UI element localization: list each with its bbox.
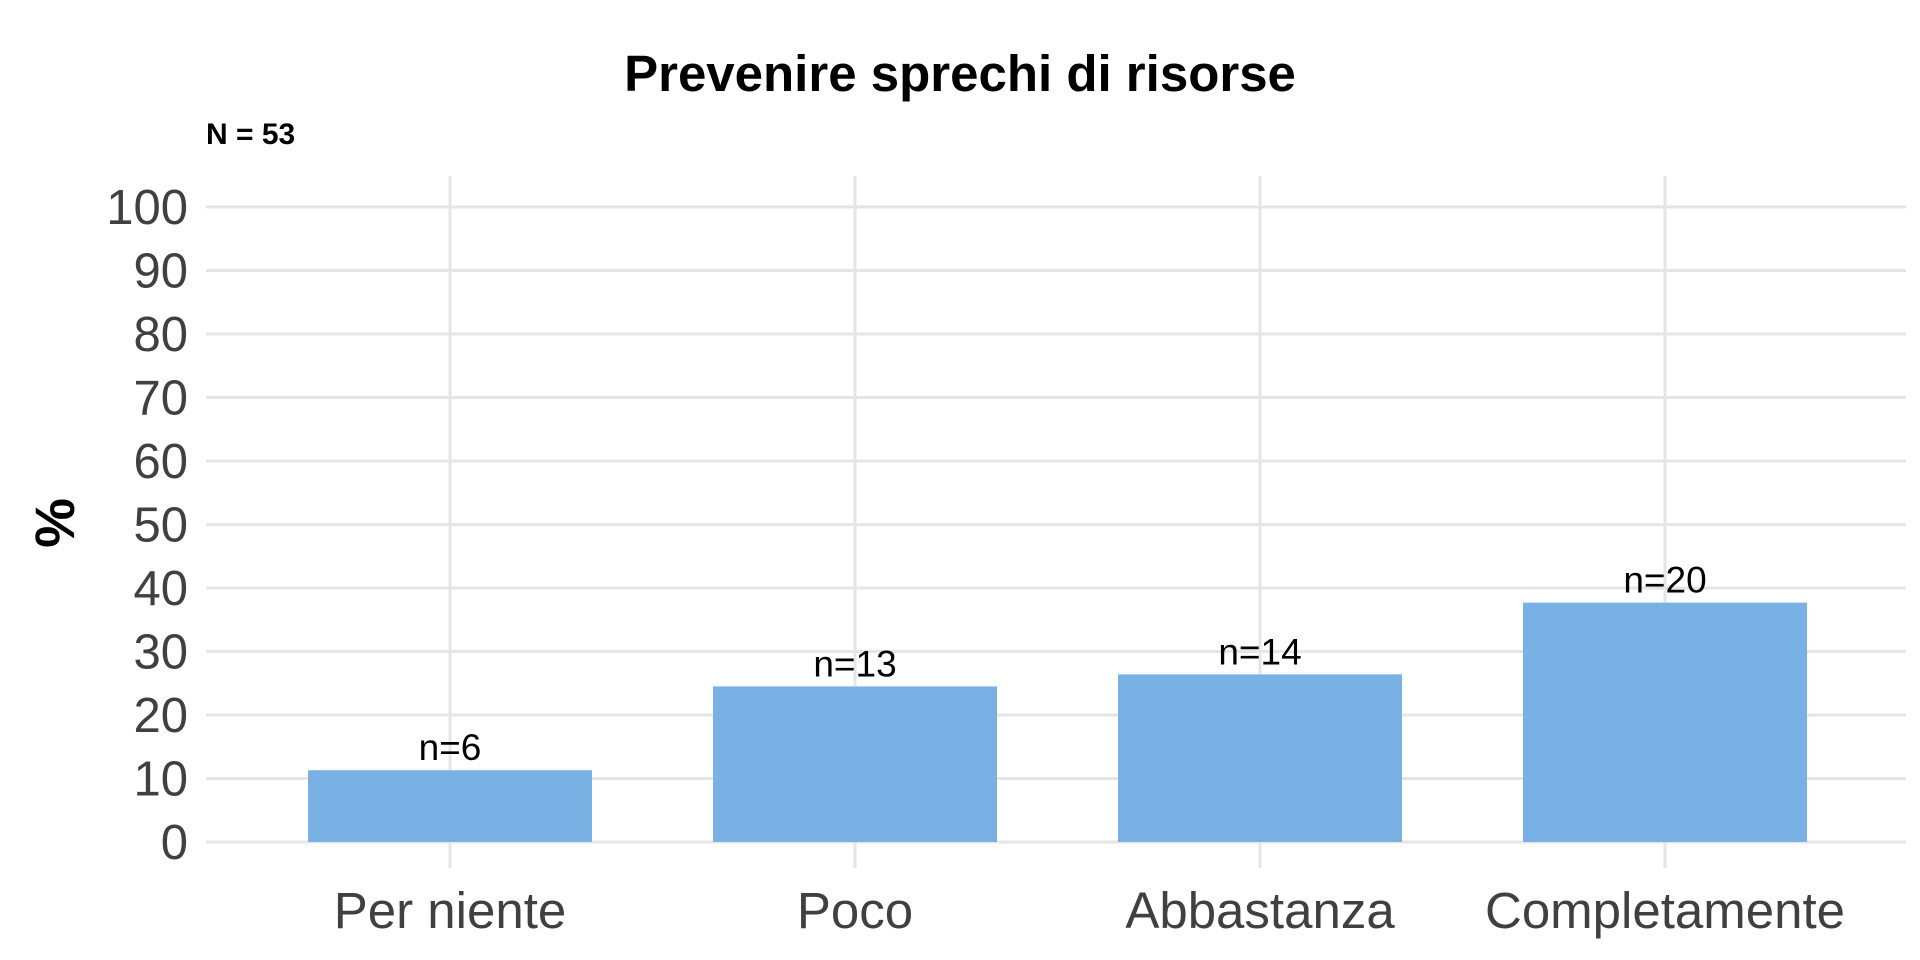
x-tick-label: Poco: [797, 882, 913, 939]
y-tick-label: 100: [106, 181, 188, 235]
data-label: n=20: [1623, 560, 1706, 601]
y-tick-label: 20: [133, 689, 188, 743]
y-tick-label: 90: [133, 245, 188, 299]
y-tick-label: 10: [133, 753, 188, 807]
x-tick-label: Abbastanza: [1125, 882, 1395, 939]
y-tick-label: 40: [133, 562, 188, 616]
chart-title: Prevenire sprechi di risorse: [624, 45, 1296, 102]
y-axis: 0 10 20 30 40 50 60 70 80 90 100: [106, 181, 188, 870]
bar: [1523, 602, 1807, 842]
bar: [1118, 674, 1402, 842]
bar: [308, 770, 592, 842]
bar: [713, 686, 997, 842]
x-tick-label: Completamente: [1485, 882, 1845, 939]
data-label: n=14: [1218, 631, 1301, 672]
y-tick-label: 50: [133, 499, 188, 553]
y-tick-label: 0: [161, 816, 188, 870]
chart-subtitle: N = 53: [206, 118, 296, 151]
y-tick-label: 70: [133, 372, 188, 426]
y-tick-label: 80: [133, 308, 188, 362]
y-tick-label: 60: [133, 435, 188, 489]
data-label: n=6: [419, 727, 482, 768]
y-axis-label: %: [23, 498, 86, 548]
data-label: n=13: [813, 643, 896, 684]
x-axis: Per niente Poco Abbastanza Completamente: [334, 882, 1845, 939]
bars: [308, 602, 1807, 842]
data-labels: n=6 n=13 n=14 n=20: [419, 560, 1707, 769]
y-tick-label: 30: [133, 626, 188, 680]
x-tick-label: Per niente: [334, 882, 567, 939]
